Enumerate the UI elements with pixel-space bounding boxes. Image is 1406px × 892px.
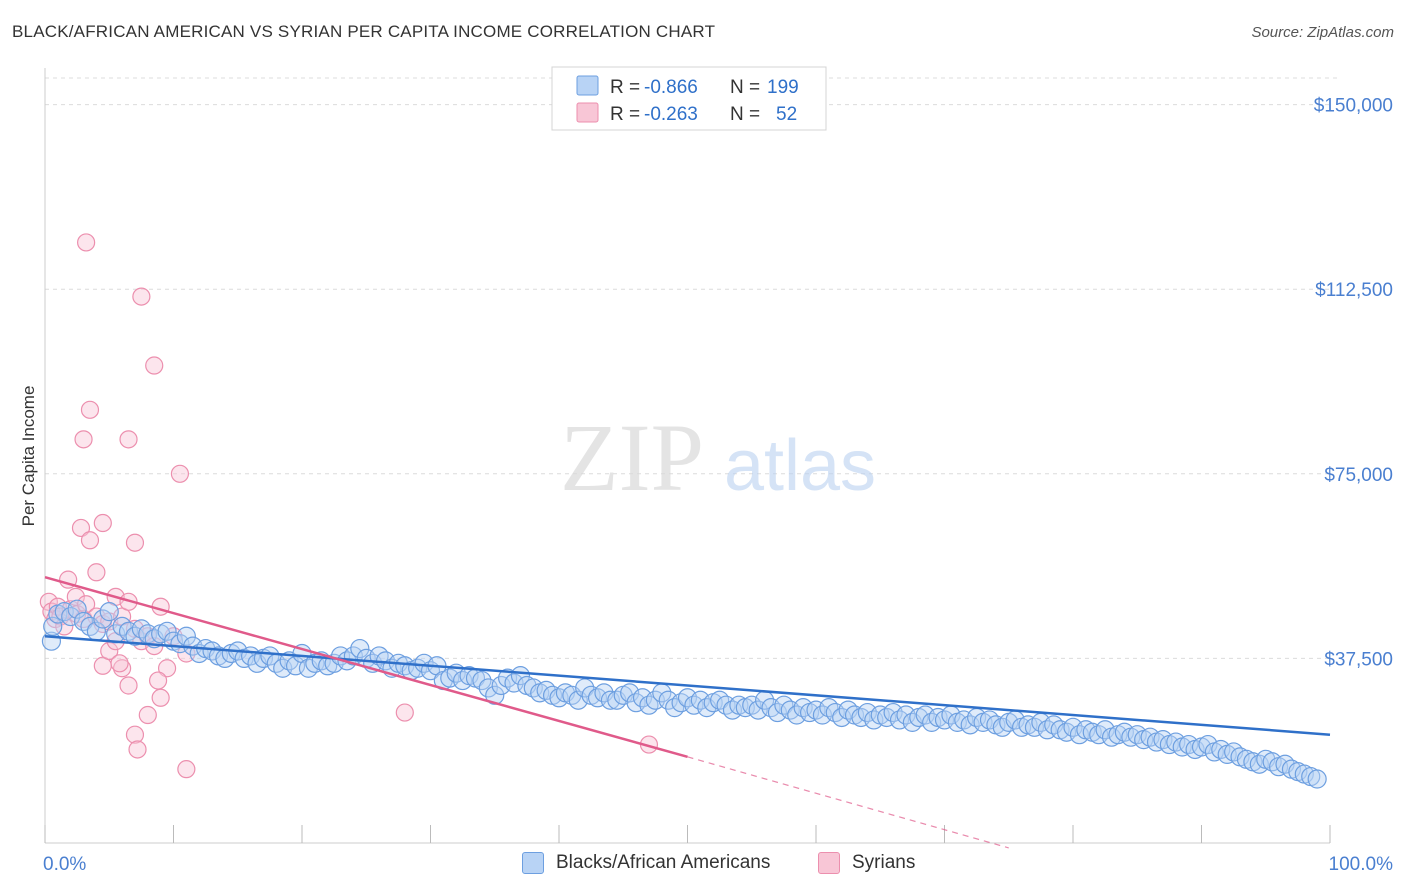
- legend-swatch-pink: [818, 852, 840, 874]
- blacks-point: [1307, 769, 1327, 789]
- grid-lines: [45, 77, 1340, 659]
- syrians-trend-extension: [687, 756, 1009, 849]
- blacks-point: [99, 602, 119, 622]
- trend-lines: [44, 575, 1331, 849]
- syrians-point: [138, 705, 157, 725]
- blacks-point: [575, 678, 595, 698]
- blacks-point: [112, 616, 132, 637]
- syrians-point: [125, 533, 145, 552]
- legend-r-label: R =: [610, 104, 640, 125]
- legend-item-syrians: Syrians: [818, 852, 915, 874]
- legend-label-syrians: Syrians: [852, 852, 916, 873]
- blacks-point: [819, 698, 839, 718]
- syrians-points: [39, 233, 659, 779]
- blacks-point: [43, 616, 63, 637]
- blacks-point: [774, 695, 794, 715]
- blacks-point: [710, 690, 730, 710]
- axes: [44, 68, 1331, 844]
- blacks-point: [742, 695, 762, 715]
- source-label: Source: ZipAtlas.com: [1251, 24, 1394, 41]
- y-tick-label: $75,000: [1324, 465, 1393, 486]
- blacks-point: [61, 606, 81, 627]
- blacks-point: [93, 609, 113, 629]
- syrians-point: [119, 676, 138, 695]
- legend-r-label: R =: [610, 77, 640, 98]
- legend-r-value: -0.866: [644, 77, 698, 98]
- legend-top: R = -0.866 N = 199 R = -0.263 N = 52: [551, 66, 827, 131]
- blacks-point: [176, 626, 196, 646]
- watermark-zip: ZIP: [560, 404, 704, 511]
- legend-item-blacks: Blacks/African Americans: [522, 852, 770, 874]
- syrians-point: [119, 430, 138, 449]
- syrians-point: [93, 513, 112, 533]
- syrians-point: [110, 654, 129, 673]
- blacks-point: [73, 611, 94, 632]
- x-tick-labels: 0.0% 100.0%: [43, 854, 1393, 875]
- syrians-point: [125, 725, 145, 744]
- y-tick-label: $37,500: [1324, 649, 1393, 670]
- legend-n-value: 52: [776, 104, 797, 125]
- syrians-point: [87, 563, 106, 582]
- syrians-point: [80, 531, 100, 550]
- blacks-points: [41, 599, 1327, 789]
- y-axis-title: Per Capita Income: [19, 386, 38, 527]
- blacks-point: [620, 683, 640, 703]
- y-tick-labels: $37,500 $75,000 $112,500 $150,000: [1314, 96, 1393, 671]
- blacks-point: [157, 621, 177, 641]
- syrians-point: [177, 760, 196, 779]
- blacks-point: [665, 698, 685, 718]
- syrians-point: [128, 740, 147, 759]
- syrians-point: [148, 671, 168, 690]
- syrians-trend-line: [44, 575, 688, 759]
- blacks-point: [67, 599, 87, 619]
- blacks-point: [350, 638, 370, 659]
- legend-r-value: -0.263: [644, 104, 698, 125]
- watermark-atlas: atlas: [724, 426, 876, 506]
- legend-label-blacks: Blacks/African Americans: [556, 852, 771, 873]
- syrians-point: [80, 400, 100, 419]
- syrians-point: [71, 518, 91, 538]
- blacks-point: [600, 690, 621, 710]
- syrians-point: [170, 464, 190, 483]
- chart-title: BLACK/AFRICAN AMERICAN VS SYRIAN PER CAP…: [12, 22, 716, 41]
- x-tick-label: 0.0%: [43, 854, 86, 875]
- blacks-point: [472, 670, 492, 691]
- legend-swatch-blue: [576, 75, 599, 96]
- syrians-point: [395, 703, 414, 722]
- syrians-point: [77, 233, 96, 252]
- syrians-point: [151, 688, 170, 707]
- legend-n-label: N =: [730, 104, 760, 125]
- legend-n-label: N =: [730, 77, 760, 98]
- legend-swatch-pink: [576, 102, 599, 123]
- legend-swatch-blue: [522, 852, 544, 874]
- syrians-point: [112, 659, 132, 678]
- blacks-point: [485, 685, 505, 705]
- syrians-point: [157, 659, 177, 678]
- y-tick-label: $112,500: [1315, 280, 1393, 301]
- legend-n-value: 199: [767, 77, 799, 98]
- blacks-point: [1095, 720, 1115, 740]
- blacks-point: [260, 646, 280, 666]
- syrians-point: [132, 287, 151, 306]
- syrians-point: [145, 356, 164, 375]
- legend-bottom: Blacks/African Americans Syrians: [0, 852, 1406, 878]
- blacks-trend-line: [44, 635, 1331, 736]
- blacks-point: [639, 695, 659, 715]
- x-tick-label: 100.0%: [1329, 854, 1394, 875]
- blacks-point: [131, 619, 151, 639]
- blacks-point: [568, 690, 588, 710]
- syrians-point: [74, 430, 93, 449]
- y-tick-label: $150,000: [1314, 96, 1393, 117]
- syrians-point: [100, 641, 119, 661]
- blacks-point: [1198, 734, 1218, 755]
